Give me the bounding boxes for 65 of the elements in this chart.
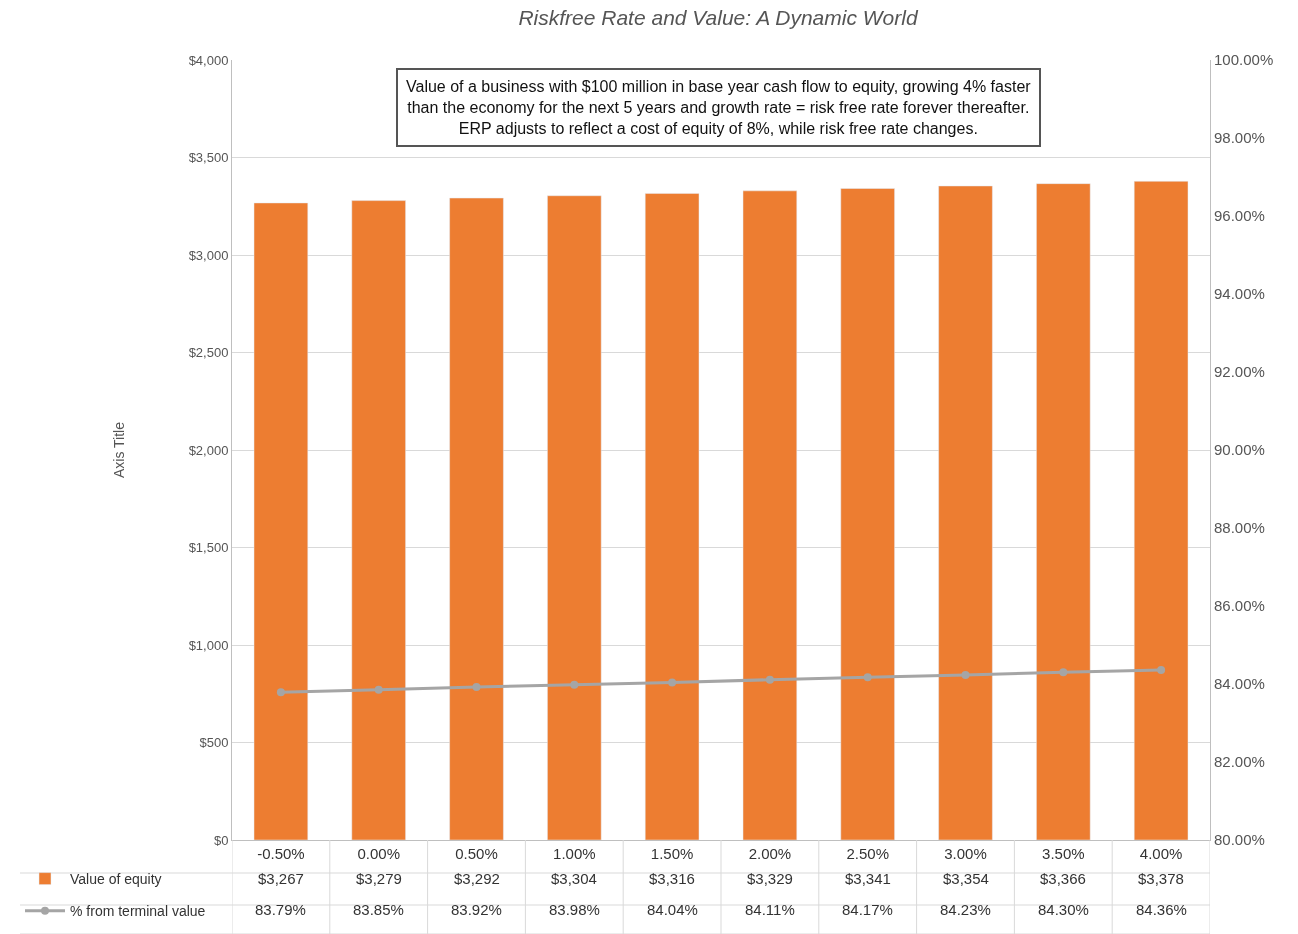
data-label: 84.11%	[745, 901, 795, 918]
y2-tick-label: 98.00%	[1214, 129, 1265, 147]
data-label: 83.85%	[353, 901, 404, 918]
y2-tick-label: 100.00%	[1214, 51, 1274, 69]
x-tick-label: 0.50%	[455, 845, 498, 862]
data-label: $3,378	[1138, 870, 1184, 887]
point	[1059, 668, 1068, 677]
data-label: $3,267	[258, 870, 304, 887]
point	[570, 680, 579, 689]
x-tick-label: 2.00%	[748, 845, 792, 862]
data-label: 83.79%	[255, 901, 306, 918]
point	[276, 688, 285, 697]
legend-label: Value of equity	[70, 871, 162, 888]
x-tick-label: 1.50%	[650, 845, 694, 862]
x-tick-label: 3.00%	[944, 845, 987, 862]
data-label: $3,329	[747, 870, 793, 887]
data-label: 84.23%	[940, 901, 991, 918]
data-label: $3,341	[845, 870, 891, 887]
x-tick-label: 3.50%	[1042, 845, 1085, 862]
data-label: $3,316	[649, 870, 695, 887]
point	[863, 673, 872, 682]
y-tick-label: $3,000	[188, 247, 229, 263]
y-tick-label: $500	[199, 735, 229, 751]
data-label: 84.30%	[1038, 901, 1089, 918]
y-tick-label: $1,000	[188, 637, 229, 653]
x-tick-label: -0.50%	[257, 845, 305, 862]
annotation: Value of a business with $100 million in base year cash flow to equity, growing 4% faster than the economy for the next 5 years and growth rate = risk free rate forever thereafter. ERP adjusts to reflect a cost of equity of 8%, while risk free rate changes.	[406, 78, 1032, 137]
y2-tick-label: 80.00%	[1214, 831, 1265, 849]
y-tick-label: $0	[213, 832, 229, 848]
y2-tick-label: 96.00%	[1214, 207, 1265, 225]
y2-tick-label: 82.00%	[1214, 753, 1265, 771]
x-tick-label: 4.00%	[1139, 845, 1183, 862]
y2-tick-label: 86.00%	[1214, 597, 1265, 615]
data-label: 84.04%	[647, 901, 698, 918]
x-tick-label: 1.00%	[553, 845, 596, 862]
y2-tick-label: 94.00%	[1214, 285, 1265, 303]
x-tick-label: 0.00%	[357, 845, 400, 862]
y-tick-label: $1,500	[188, 540, 229, 556]
y2-tick-label: 84.00%	[1214, 675, 1265, 693]
y-axis-title: Axis Title	[111, 421, 128, 479]
data-label: $3,292	[454, 870, 500, 887]
y-tick-label: $3,500	[188, 150, 229, 166]
y-tick-label: $2,000	[188, 442, 229, 458]
data-label: 83.98%	[549, 901, 600, 918]
x-tick-label: 2.50%	[846, 845, 889, 862]
data-label: $3,304	[551, 870, 597, 887]
point	[1157, 665, 1166, 674]
legend-label: % from terminal value	[70, 903, 206, 920]
y2-tick-label: 92.00%	[1214, 363, 1265, 381]
data-label: 84.17%	[842, 901, 893, 918]
point	[472, 683, 481, 692]
data-label: 83.92%	[451, 901, 502, 918]
y-tick-label: $2,500	[188, 345, 229, 361]
y2-tick-label: 90.00%	[1214, 441, 1265, 459]
data-label: $3,366	[1040, 870, 1086, 887]
y2-tick-label: 88.00%	[1214, 519, 1265, 537]
data-label: 84.36%	[1136, 901, 1187, 918]
point	[765, 675, 774, 684]
data-label: $3,354	[943, 870, 989, 887]
y-tick-label: $4,000	[188, 52, 229, 68]
point	[374, 685, 383, 694]
point	[668, 678, 677, 687]
point	[961, 671, 970, 680]
chart-title: Riskfree Rate and Value: A Dynamic World	[518, 6, 919, 30]
data-label: $3,279	[356, 870, 402, 887]
